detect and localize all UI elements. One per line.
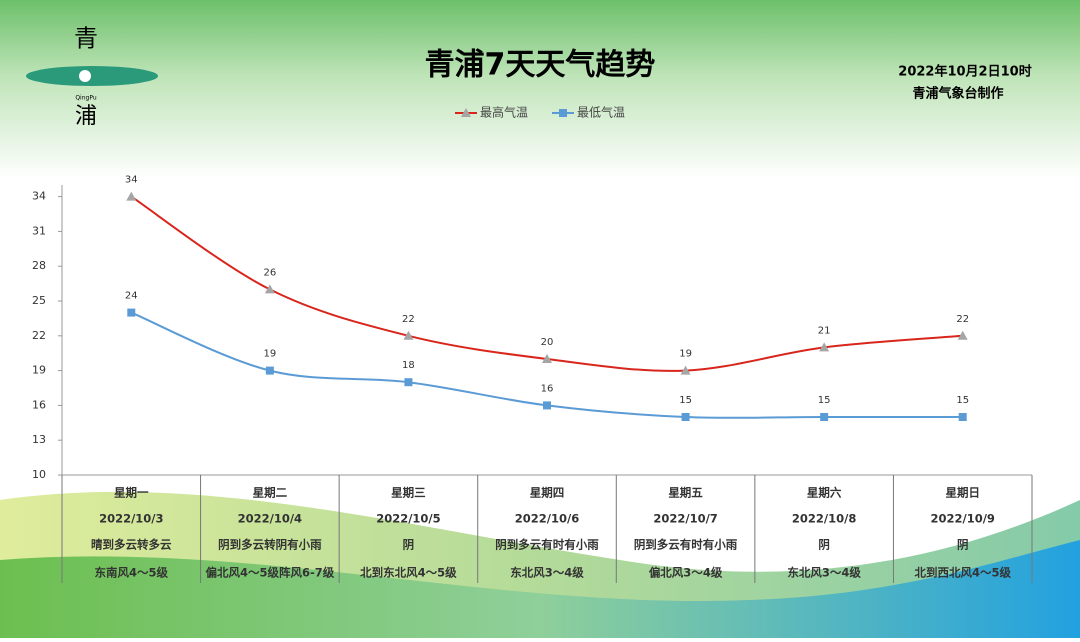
data-label: 22 xyxy=(402,314,415,325)
point xyxy=(404,378,413,387)
table-cell: 阴到多云有时有小雨 xyxy=(495,538,599,552)
point xyxy=(265,366,274,375)
table-cell: 偏北风4～5级阵风6-7级 xyxy=(205,566,334,580)
wave xyxy=(0,540,1080,638)
data-label: 15 xyxy=(679,395,692,406)
legend-marker xyxy=(461,108,471,117)
legend-marker xyxy=(559,109,567,117)
table-cell: 东北风3～4级 xyxy=(510,566,584,580)
data-label: 26 xyxy=(263,267,276,278)
y-tick-label: 28 xyxy=(32,259,46,272)
table-cell: 晴到多云转多云 xyxy=(91,538,172,552)
table-cell: 2022/10/6 xyxy=(515,512,579,526)
y-tick-label: 22 xyxy=(32,329,46,342)
table-cell: 阴到多云有时有小雨 xyxy=(634,538,738,552)
point xyxy=(127,308,136,317)
data-label: 22 xyxy=(956,314,969,325)
issue-time: 2022年10月2日10时 xyxy=(898,64,1031,80)
data-label: 34 xyxy=(125,175,138,186)
logo-text: QingPu xyxy=(75,95,97,102)
point xyxy=(680,365,691,375)
legend-label: 最高气温 xyxy=(480,105,528,120)
logo-text: 浦 xyxy=(75,104,97,129)
table-cell: 阴 xyxy=(818,538,830,552)
data-label: 24 xyxy=(125,291,138,302)
table-cell: 2022/10/4 xyxy=(238,512,302,526)
logo-shape xyxy=(26,66,158,86)
table-cell: 北到东北风4～5级 xyxy=(360,566,457,580)
chart-title: 青浦7天天气趋势 xyxy=(425,48,656,83)
point xyxy=(957,330,968,340)
table-cell: 2022/10/7 xyxy=(653,512,717,526)
data-label: 20 xyxy=(541,337,554,348)
data-label: 18 xyxy=(402,360,415,371)
data-label: 15 xyxy=(956,395,969,406)
y-tick-label: 16 xyxy=(32,398,46,411)
point xyxy=(403,330,414,340)
table-cell: 2022/10/3 xyxy=(99,512,163,526)
point xyxy=(819,342,830,352)
y-tick-label: 25 xyxy=(32,294,46,307)
data-label: 19 xyxy=(679,349,692,360)
y-tick-label: 34 xyxy=(32,190,46,203)
table-cell: 2022/10/8 xyxy=(792,512,856,526)
point xyxy=(542,354,552,363)
point xyxy=(126,191,137,201)
table-cell: 2022/10/9 xyxy=(931,512,995,526)
point xyxy=(820,413,829,421)
table-cell: 2022/10/5 xyxy=(376,512,440,526)
logo-text: 青 xyxy=(74,25,98,53)
x-tick-label: 星期一 xyxy=(114,486,149,500)
data-label: 19 xyxy=(263,349,276,360)
data-label: 21 xyxy=(818,325,831,336)
legend-label: 最低气温 xyxy=(577,105,625,120)
point xyxy=(543,401,551,410)
x-tick-label: 星期日 xyxy=(945,486,980,500)
table-cell: 阴 xyxy=(957,538,969,552)
x-tick-label: 星期三 xyxy=(391,486,426,500)
x-tick-label: 星期六 xyxy=(807,486,842,500)
data-label: 16 xyxy=(541,383,554,394)
point xyxy=(681,413,690,421)
table-cell: 东南风4～5级 xyxy=(95,566,169,580)
table-cell: 东北风3～4级 xyxy=(787,566,861,580)
table-cell: 北到西北风4～5级 xyxy=(914,566,1011,580)
legend: 最高气温 最低气温 xyxy=(455,105,625,120)
y-tick-label: 13 xyxy=(32,433,46,446)
x-tick-label: 星期二 xyxy=(253,486,288,500)
table-cell: 阴 xyxy=(403,538,415,552)
logo-shape xyxy=(79,70,91,82)
issuer: 青浦气象台制作 xyxy=(912,86,1003,102)
x-tick-label: 星期四 xyxy=(530,486,565,500)
point xyxy=(264,284,275,294)
data-label: 15 xyxy=(818,395,831,406)
point xyxy=(958,413,967,421)
y-tick-label: 10 xyxy=(32,468,46,481)
x-tick-label: 星期五 xyxy=(668,486,703,500)
table-cell: 偏北风3～4级 xyxy=(649,566,723,580)
y-tick-label: 19 xyxy=(32,364,46,377)
y-tick-label: 31 xyxy=(32,224,46,237)
table-cell: 阴到多云转阴有小雨 xyxy=(218,538,322,552)
